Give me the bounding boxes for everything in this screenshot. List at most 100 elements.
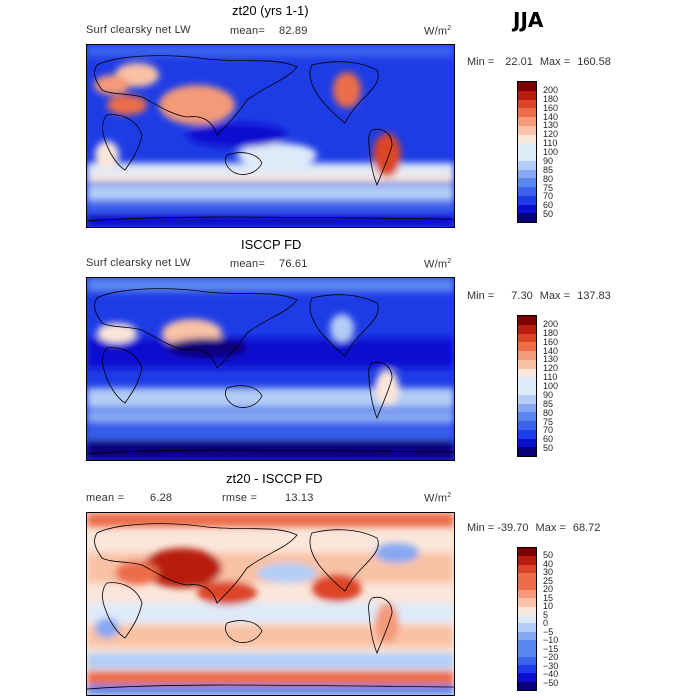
panel2-units: W/m2 (424, 258, 452, 271)
colorbar-tick-label: 100 (543, 147, 559, 157)
colorbar-tick-label: 70 (543, 425, 554, 436)
colorbar-tick-label: −40 (543, 669, 559, 680)
colorbar-segment (518, 429, 536, 439)
colorbar-tick-label: 200 (543, 318, 559, 329)
colorbar-tick-label: 120 (543, 129, 559, 140)
colorbar-segment (518, 108, 536, 117)
colorbar-segment (518, 681, 536, 691)
colorbar-segment (518, 447, 536, 456)
panel3-title: zt20 - ISCCP FD (226, 471, 323, 486)
colorbar-tick-label: 0 (543, 618, 549, 629)
colorbar-segment (518, 316, 536, 325)
season-label: JJA (513, 8, 544, 32)
colorbar-tick-label: 90 (543, 155, 554, 166)
panel3-map (86, 512, 455, 696)
colorbar-segment (518, 143, 536, 152)
panel2-minmax: Min = 7.30 Max = 137.83 (467, 290, 611, 302)
colorbar-tick-label: 140 (543, 345, 559, 356)
colorbar-segment (518, 614, 536, 624)
colorbar-segment (518, 556, 536, 565)
colorbar-tick-label: 30 (543, 567, 554, 578)
colorbar-tick-label: 100 (543, 381, 559, 391)
panel1-map (86, 44, 455, 228)
colorbar-tick-label: 75 (543, 416, 554, 427)
panel3-minmax: Min = -39.70 Max = 68.72 (467, 522, 600, 534)
panel2-mean-value: 76.61 (279, 258, 308, 270)
panel3-units: W/m2 (424, 492, 452, 505)
colorbar-tick-label: 130 (543, 120, 559, 131)
colorbar-segment (518, 412, 536, 421)
colorbar-tick-label: 110 (543, 138, 558, 149)
colorbar-segment (518, 195, 536, 205)
panel1-max-value: 160.58 (577, 56, 611, 68)
panel3-min-label: Min = (467, 522, 495, 534)
panel3-colorbar (517, 547, 537, 691)
colorbar-tick-label: 90 (543, 389, 554, 400)
panel2-colorbar (517, 315, 537, 457)
colorbar-segment (518, 90, 536, 100)
colorbar-segment (518, 648, 536, 657)
colorbar-tick-label: −10 (543, 635, 559, 646)
colorbar-tick-label: 120 (543, 363, 559, 374)
colorbar-segment (518, 564, 536, 574)
colorbar-segment (518, 377, 536, 386)
colorbar-tick-label: −50 (543, 677, 559, 688)
panel1-mean-label: mean= (230, 25, 265, 37)
colorbar-segment (518, 169, 536, 179)
colorbar-tick-label: 50 (543, 550, 554, 561)
colorbar-tick-label: 180 (543, 93, 559, 104)
colorbar-segment (518, 125, 536, 135)
colorbar-tick-label: 60 (543, 200, 554, 211)
panel3-max-label: Max = (535, 522, 566, 534)
colorbar-segment (518, 82, 536, 91)
colorbar-tick-label: −20 (543, 652, 559, 663)
panel1-colorbar (517, 81, 537, 223)
colorbar-tick-label: 40 (543, 558, 554, 569)
panel1-min-value: 22.01 (505, 56, 533, 68)
panel1-variable: Surf clearsky net LW (86, 24, 191, 36)
colorbar-segment (518, 548, 536, 557)
colorbar-tick-label: 5 (543, 609, 549, 620)
colorbar-segment (518, 178, 536, 187)
colorbar-segment (518, 152, 536, 161)
panel1-min-label: Min = (467, 56, 495, 68)
colorbar-segment (518, 160, 536, 170)
colorbar-segment (518, 665, 536, 674)
colorbar-segment (518, 204, 536, 214)
colorbar-segment (518, 333, 536, 343)
colorbar-segment (518, 359, 536, 369)
panel2-max-value: 137.83 (577, 290, 611, 302)
colorbar-segment (518, 573, 536, 582)
colorbar-segment (518, 403, 536, 413)
colorbar-segment (518, 213, 536, 222)
colorbar-segment (518, 134, 536, 144)
panel1-title: zt20 (yrs 1-1) (232, 3, 309, 18)
colorbar-segment (518, 386, 536, 395)
colorbar-segment (518, 589, 536, 599)
panel2-mean-label: mean= (230, 258, 265, 270)
colorbar-tick-label: −30 (543, 660, 559, 671)
panel3-mean-label: mean = (86, 492, 125, 504)
panel2-variable: Surf clearsky net LW (86, 257, 191, 269)
colorbar-segment (518, 421, 536, 430)
panel3-rmse-label: rmse = (222, 492, 258, 504)
colorbar-segment (518, 324, 536, 334)
colorbar-tick-label: 80 (543, 407, 554, 418)
colorbar-segment (518, 623, 536, 632)
colorbar-tick-label: 160 (543, 336, 559, 347)
colorbar-tick-label: 85 (543, 164, 554, 175)
colorbar-tick-label: 140 (543, 111, 559, 122)
panel1-max-label: Max = (539, 56, 571, 68)
panel3-mean-value: 6.28 (150, 492, 173, 504)
colorbar-tick-label: 50 (543, 209, 554, 220)
colorbar-segment (518, 342, 536, 351)
colorbar-segment (518, 673, 536, 682)
colorbar-tick-label: 180 (543, 327, 559, 338)
panel1-mean-value: 82.89 (279, 25, 308, 37)
colorbar-segment (518, 606, 536, 615)
panel2-min-value: 7.30 (511, 290, 533, 302)
colorbar-tick-label: 130 (543, 354, 559, 365)
colorbar-tick-label: 20 (543, 584, 554, 595)
panel2-map (86, 277, 455, 461)
panel3-rmse-value: 13.13 (285, 492, 314, 504)
